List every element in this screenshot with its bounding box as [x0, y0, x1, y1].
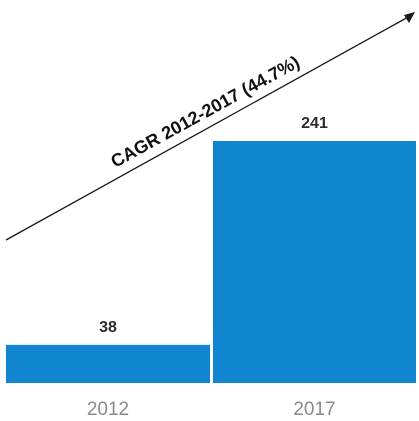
arrow-head-icon [404, 12, 415, 23]
bars-layer [6, 141, 416, 383]
bar-2017 [213, 141, 416, 383]
x-tick-label-2017: 2017 [293, 399, 335, 420]
cagr-trend-line [5, 15, 411, 241]
bar-2012 [6, 344, 210, 383]
value-label-2012: 38 [99, 319, 117, 336]
labels-layer: 38 2012 241 2017 [87, 115, 336, 420]
x-tick-label-2012: 2012 [87, 399, 129, 420]
value-label-2017: 241 [301, 115, 328, 132]
